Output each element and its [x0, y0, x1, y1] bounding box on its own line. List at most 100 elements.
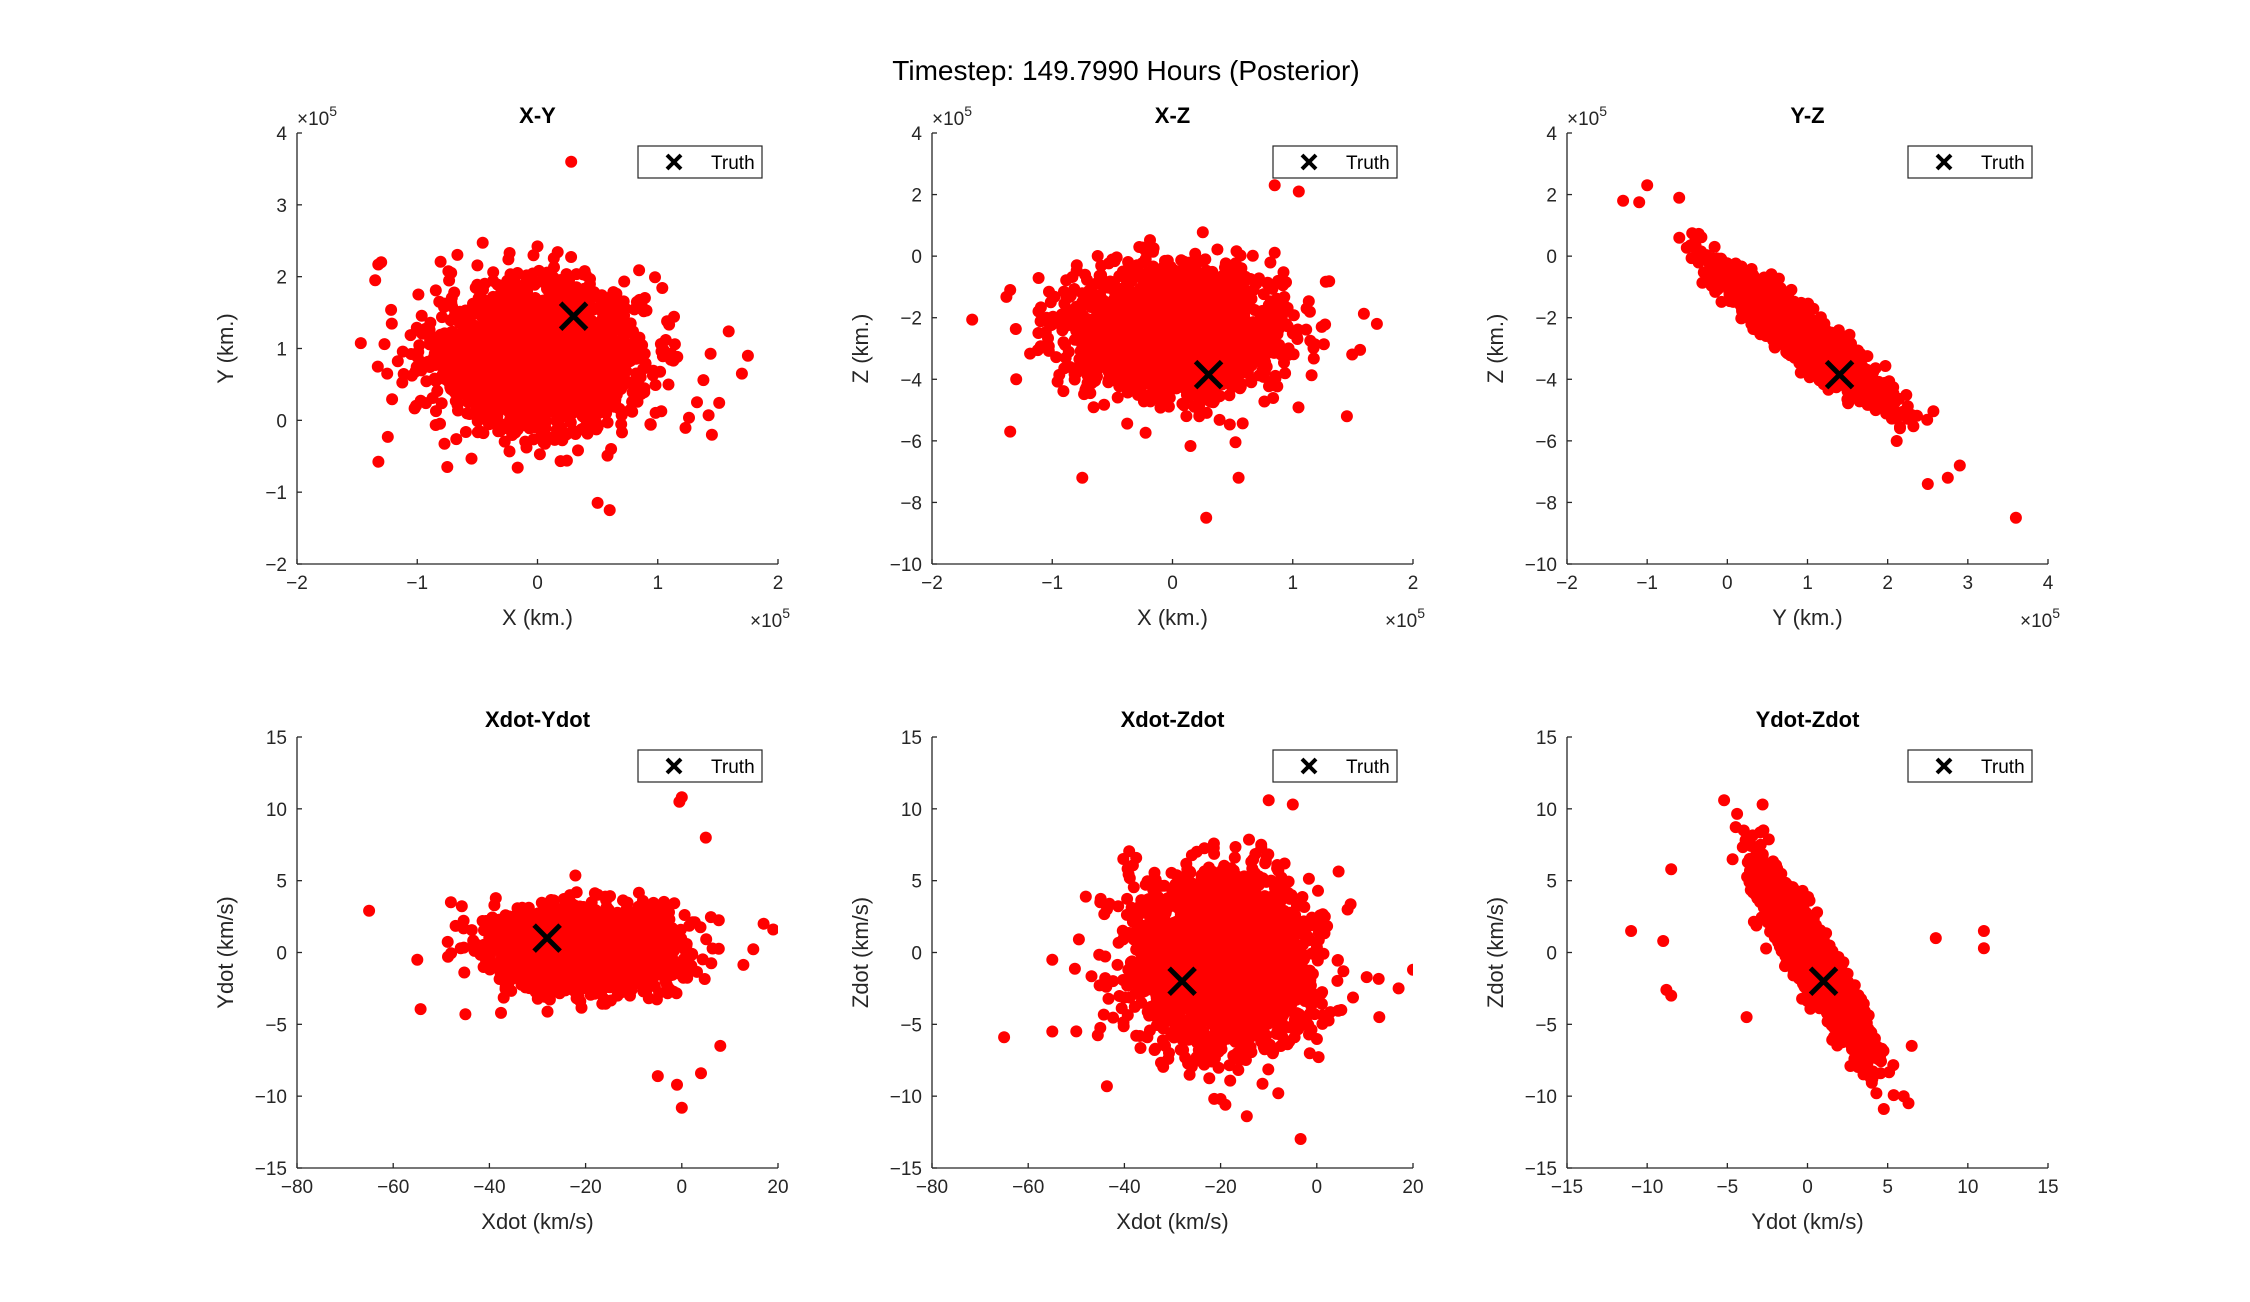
data-point: [501, 294, 514, 307]
data-point: [557, 390, 570, 403]
data-point: [1229, 257, 1242, 270]
y-axis-exponent: ×105: [297, 103, 337, 130]
data-point: [1256, 309, 1269, 322]
data-point: [518, 387, 531, 400]
data-point: [1179, 290, 1192, 303]
data-point: [1206, 292, 1219, 305]
data-point: [631, 395, 644, 408]
data-point: [1096, 331, 1109, 344]
data-point: [573, 388, 586, 401]
data-point: [704, 347, 717, 360]
data-point: [1304, 334, 1317, 347]
data-point: [966, 313, 979, 326]
data-point: [508, 342, 521, 355]
data-point: [1287, 348, 1300, 361]
data-point: [1292, 401, 1305, 414]
data-point: [1093, 347, 1106, 360]
data-point: [1264, 256, 1277, 269]
data-point: [582, 391, 595, 404]
data-point: [1201, 335, 1214, 348]
data-point: [1034, 340, 1047, 353]
data-point: [524, 351, 537, 364]
data-point: [1096, 299, 1108, 312]
data-point: [1103, 365, 1116, 378]
data-point: [575, 369, 588, 382]
data-point: [385, 303, 398, 316]
scatter-points: [966, 179, 1383, 524]
data-point: [1177, 399, 1190, 412]
data-point: [1100, 318, 1113, 331]
data-point: [741, 349, 754, 362]
legend-truth-marker: [665, 153, 683, 171]
data-point: [413, 339, 426, 352]
data-point: [1200, 264, 1213, 277]
data-point: [565, 155, 578, 168]
data-point: [1139, 426, 1152, 439]
data-point: [1180, 410, 1193, 423]
data-point: [1235, 377, 1248, 390]
data-point: [633, 264, 646, 277]
data-point: [1141, 389, 1154, 402]
y-tick-label: 0: [276, 411, 287, 432]
data-point: [487, 360, 500, 373]
data-point: [1193, 409, 1206, 422]
data-point: [1305, 369, 1318, 382]
data-point: [1266, 282, 1279, 295]
data-point: [1032, 272, 1045, 284]
data-point: [442, 265, 455, 278]
data-point: [464, 338, 477, 351]
data-point: [475, 284, 488, 297]
data-point: [1187, 346, 1200, 359]
data-point: [497, 368, 510, 381]
data-point: [1052, 315, 1065, 328]
data-point: [523, 422, 536, 435]
data-point: [498, 326, 511, 339]
data-point: [1048, 290, 1061, 303]
data-point: [659, 334, 672, 346]
data-point: [1032, 327, 1045, 339]
data-point: [1131, 259, 1143, 272]
data-point: [604, 373, 617, 385]
data-point: [591, 496, 604, 509]
data-point: [434, 255, 447, 268]
data-point: [538, 430, 551, 443]
data-point: [630, 367, 643, 380]
data-point: [1208, 389, 1221, 402]
data-point: [1032, 305, 1045, 318]
data-point: [1300, 323, 1313, 336]
data-point: [1087, 401, 1100, 414]
data-point: [668, 338, 681, 351]
data-point: [557, 351, 570, 364]
data-point: [429, 419, 442, 431]
data-point: [492, 290, 505, 303]
data-point: [1236, 303, 1249, 316]
data-point: [493, 313, 506, 326]
data-point: [503, 445, 516, 458]
data-point: [1098, 398, 1111, 411]
data-point: [478, 311, 491, 324]
data-point: [1066, 304, 1079, 317]
data-point: [1112, 287, 1125, 299]
data-point: [610, 287, 623, 300]
data-point: [482, 415, 495, 428]
data-point: [1082, 330, 1095, 343]
data-point: [385, 317, 398, 330]
scatter-points: [354, 155, 754, 517]
data-point: [1034, 315, 1047, 328]
data-point: [1068, 283, 1081, 295]
data-point: [1230, 245, 1243, 258]
data-point: [1178, 255, 1191, 268]
data-point: [589, 289, 602, 302]
data-point: [618, 320, 631, 333]
data-point: [438, 327, 451, 340]
data-point: [500, 353, 513, 365]
data-point: [1128, 298, 1141, 311]
data-point: [451, 396, 464, 409]
data-point: [1191, 309, 1204, 322]
data-point: [586, 410, 599, 423]
data-point: [482, 337, 495, 350]
data-point: [539, 402, 552, 415]
y-tick-label: 1: [276, 340, 287, 361]
data-point: [1091, 250, 1104, 262]
data-point: [619, 348, 632, 361]
